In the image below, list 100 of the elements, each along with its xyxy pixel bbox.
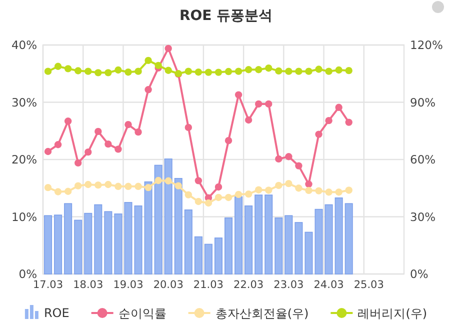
point <box>285 153 292 160</box>
point <box>295 184 302 192</box>
y2-tick-label: 60% <box>410 152 436 166</box>
bar <box>114 213 122 274</box>
bar <box>214 238 222 274</box>
x-tick-label: 23.03 <box>274 279 304 291</box>
point <box>305 186 312 194</box>
point <box>244 116 252 124</box>
bar <box>224 217 233 274</box>
point <box>244 66 252 74</box>
bar <box>154 164 162 274</box>
bar <box>274 217 283 274</box>
point <box>64 188 72 195</box>
point <box>244 190 252 198</box>
bar <box>304 232 313 274</box>
bar <box>334 197 343 274</box>
point <box>234 68 242 75</box>
point <box>214 194 222 202</box>
point <box>184 124 192 132</box>
bar <box>134 205 142 274</box>
y2-tick-label: 90% <box>410 95 436 110</box>
point <box>84 180 92 188</box>
point <box>144 86 152 94</box>
bar <box>314 208 323 274</box>
bar <box>184 209 192 274</box>
bar <box>194 236 202 274</box>
point <box>345 66 352 74</box>
point <box>44 148 52 156</box>
point <box>285 68 292 75</box>
point <box>164 177 172 184</box>
point <box>325 68 332 75</box>
y2-tick-label: 30% <box>410 210 436 224</box>
point <box>295 162 302 170</box>
point <box>275 67 282 75</box>
point <box>275 155 282 163</box>
point <box>335 188 342 196</box>
x-tick-label: 25.03 <box>354 279 384 291</box>
y2-tick-label: 0% <box>410 267 428 281</box>
point <box>214 68 222 76</box>
point <box>44 184 52 192</box>
point <box>224 68 232 76</box>
point <box>94 181 102 189</box>
point <box>194 177 202 184</box>
point <box>54 188 62 196</box>
point <box>224 137 232 144</box>
point <box>74 182 82 190</box>
point <box>54 141 62 148</box>
point <box>204 199 212 207</box>
bar <box>174 178 182 274</box>
x-tick-label: 18.03 <box>73 279 104 291</box>
point <box>194 198 202 206</box>
bar <box>164 158 172 274</box>
bar <box>294 222 303 274</box>
point <box>104 140 112 148</box>
legend-label: 총자산회전율(우) <box>215 306 309 320</box>
point <box>154 62 162 70</box>
point <box>94 69 102 76</box>
point <box>345 118 352 126</box>
point <box>44 68 52 75</box>
point <box>345 186 352 194</box>
point <box>335 104 342 111</box>
x-tick-label: 22.03 <box>234 279 264 291</box>
point <box>84 68 92 75</box>
point <box>124 182 132 190</box>
point <box>254 66 262 74</box>
bar <box>264 194 273 274</box>
bar <box>324 204 333 274</box>
point <box>104 69 112 76</box>
chart-title: ROE 듀퐁분석 <box>179 8 273 24</box>
bar <box>74 220 82 274</box>
bar <box>64 203 72 274</box>
point <box>234 190 242 198</box>
point <box>265 186 272 194</box>
point <box>144 184 152 192</box>
point <box>134 68 142 75</box>
point <box>305 68 312 75</box>
x-tick-label: 21.03 <box>193 279 224 291</box>
point <box>335 66 342 74</box>
point <box>265 100 272 108</box>
bar <box>44 215 52 274</box>
point <box>315 130 322 138</box>
point <box>254 100 262 108</box>
bar <box>124 202 132 274</box>
bar <box>84 212 92 274</box>
point <box>184 191 192 198</box>
point <box>265 64 272 72</box>
point <box>164 44 172 52</box>
point <box>234 91 242 98</box>
x-tick-label: 17.03 <box>32 279 64 291</box>
legend-label: ROE <box>44 306 70 320</box>
point <box>144 56 152 64</box>
bar <box>344 203 353 274</box>
point <box>174 182 182 190</box>
bar <box>284 215 293 274</box>
x-tick-label: 20.03 <box>153 279 184 291</box>
point <box>54 62 62 70</box>
point <box>164 66 172 74</box>
point <box>134 182 142 190</box>
bar <box>234 196 243 274</box>
point <box>295 68 302 75</box>
